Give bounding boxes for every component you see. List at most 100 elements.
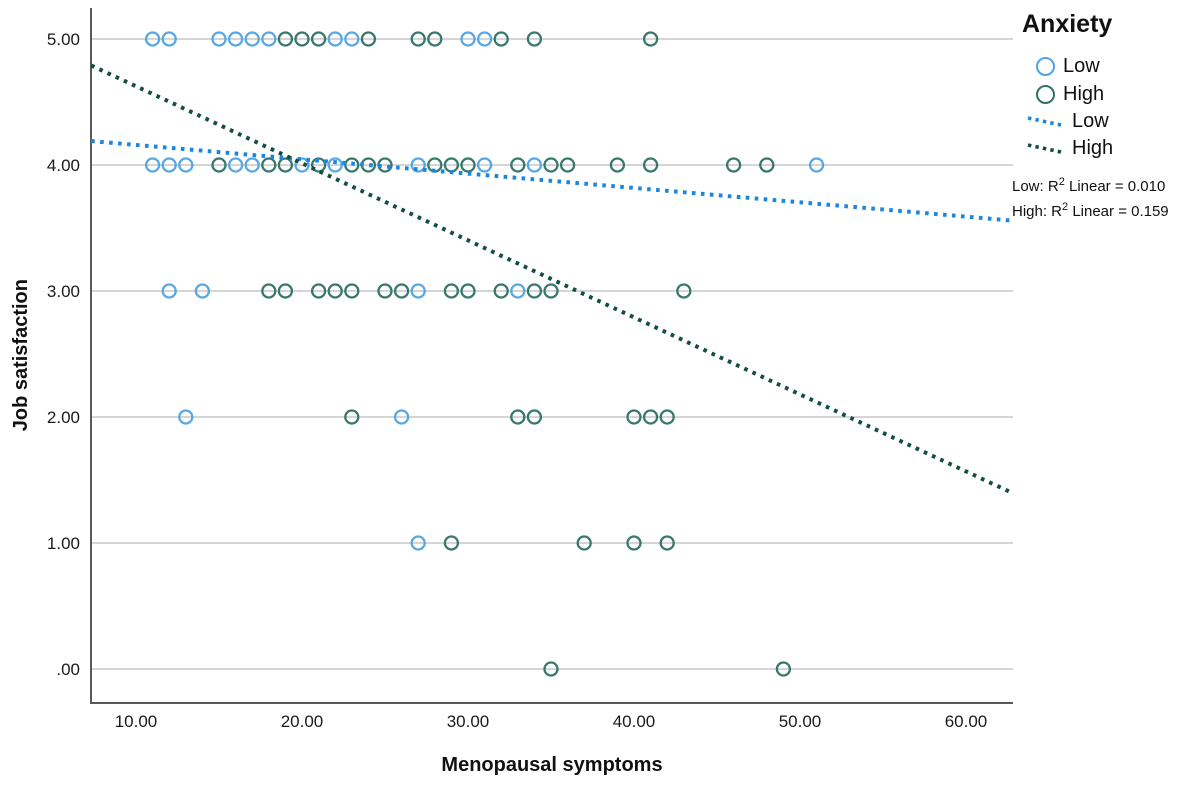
scatter-point-low [510, 283, 526, 299]
scatter-point-high [642, 409, 659, 425]
fit-line-high [90, 63, 1013, 495]
scatter-point-high [609, 157, 626, 173]
scatter-point-low [144, 31, 161, 47]
scatter-point-high [659, 535, 675, 551]
scatter-point-high [277, 157, 294, 173]
scatter-point-low [344, 31, 360, 47]
high-fitline-icon [1027, 143, 1062, 154]
x-tick-label: 10.00 [115, 712, 158, 731]
y-tick-label: .00 [56, 660, 80, 679]
scatter-point-high [626, 535, 642, 551]
r-squared-high: High: R2 Linear = 0.159 [1012, 201, 1169, 220]
scatter-point-high [659, 409, 675, 425]
scatter-point-low [161, 283, 177, 299]
scatter-point-low [178, 157, 194, 173]
scatter-point-high [543, 661, 559, 677]
scatter-point-high [759, 157, 775, 173]
scatter-point-low [808, 157, 825, 173]
scatter-point-low [476, 31, 493, 47]
scatter-point-low [244, 157, 260, 173]
scatter-point-high [543, 283, 559, 299]
scatter-point-high [460, 157, 476, 173]
scatter-point-high [344, 409, 360, 425]
scatter-point-low [178, 409, 194, 425]
legend-item-marker-low: Low [1036, 55, 1100, 77]
y-axis-title: Job satisfaction [9, 279, 32, 432]
legend-label: Low [1072, 109, 1109, 132]
y-tick-label: 5.00 [47, 30, 80, 49]
x-tick-label: 20.00 [281, 712, 324, 731]
scatter-point-high [775, 661, 792, 677]
scatter-point-high [443, 535, 460, 551]
scatter-point-low [410, 283, 426, 299]
scatter-point-high [261, 283, 277, 299]
x-tick-label: 50.00 [779, 712, 822, 731]
scatter-point-low [211, 31, 227, 47]
scatter-point-high [211, 157, 227, 173]
scatter-point-high [443, 283, 460, 299]
low-marker-icon [1036, 56, 1055, 76]
scatter-point-low [526, 157, 543, 173]
scatter-point-low [327, 31, 343, 47]
r-squared-annotations: Low: R2 Linear = 0.010 High: R2 Linear =… [1012, 172, 1200, 222]
scatter-point-low [476, 157, 493, 173]
scatter-point-low [144, 157, 161, 173]
scatter-point-high [526, 283, 543, 299]
low-fitline-icon [1027, 116, 1062, 127]
scatter-point-low [194, 283, 211, 299]
x-axis-title: Menopausal symptoms [441, 754, 663, 776]
legend-title: Anxiety [1022, 10, 1113, 38]
scatter-point-low [161, 157, 177, 173]
scatter-point-high [526, 409, 543, 425]
x-tick-label: 60.00 [945, 712, 988, 731]
legend-label: Low [1063, 54, 1100, 77]
y-tick-label: 3.00 [47, 282, 80, 301]
scatter-point-low [327, 157, 343, 173]
scatter-point-low [393, 409, 410, 425]
scatter-point-high [676, 283, 692, 299]
scatter-point-low [294, 157, 310, 173]
scatter-point-high [277, 31, 294, 47]
scatter-point-low [227, 157, 244, 173]
r-squared-low: Low: R2 Linear = 0.010 [1012, 176, 1166, 195]
scatter-point-high [493, 283, 509, 299]
y-tick-label: 2.00 [47, 408, 80, 427]
scatter-point-high [294, 31, 310, 47]
scatter-point-high [410, 31, 426, 47]
scatter-point-low [161, 31, 177, 47]
legend-item-marker-high: High [1036, 83, 1104, 105]
scatter-point-high [543, 157, 559, 173]
legend-item-line-low: Low [1026, 110, 1109, 132]
y-tick-label: 4.00 [47, 156, 80, 175]
scatter-point-high [261, 157, 277, 173]
x-tick-label: 40.00 [613, 712, 656, 731]
scatter-point-high [310, 31, 327, 47]
scatter-point-low [244, 31, 260, 47]
legend-label: High [1063, 82, 1105, 105]
fit-line-low [91, 139, 1011, 223]
scatter-point-low [227, 31, 244, 47]
scatter-point-high [626, 409, 642, 425]
scatter-point-high [393, 283, 410, 299]
scatter-point-high [642, 31, 659, 47]
y-tick-label: 1.00 [47, 534, 80, 553]
scatter-point-high [310, 157, 327, 173]
scatter-point-low [410, 157, 426, 173]
scatter-point-high [526, 31, 543, 47]
scatter-point-high [642, 157, 659, 173]
scatter-point-high [277, 283, 294, 299]
scatter-point-high [576, 535, 592, 551]
scatter-point-low [261, 31, 277, 47]
scatter-point-high [327, 283, 343, 299]
high-marker-icon [1036, 84, 1055, 104]
legend-label: High [1072, 136, 1114, 159]
legend-item-line-high: High [1026, 137, 1113, 159]
scatter-point-low [410, 535, 426, 551]
scatter-point-high [360, 31, 377, 47]
scatter-point-high [725, 157, 742, 173]
scatter-point-high [377, 283, 393, 299]
scatter-point-high [344, 283, 360, 299]
scatter-point-low [460, 31, 476, 47]
y-axis-title-wrap: Job satisfaction [0, 8, 42, 703]
